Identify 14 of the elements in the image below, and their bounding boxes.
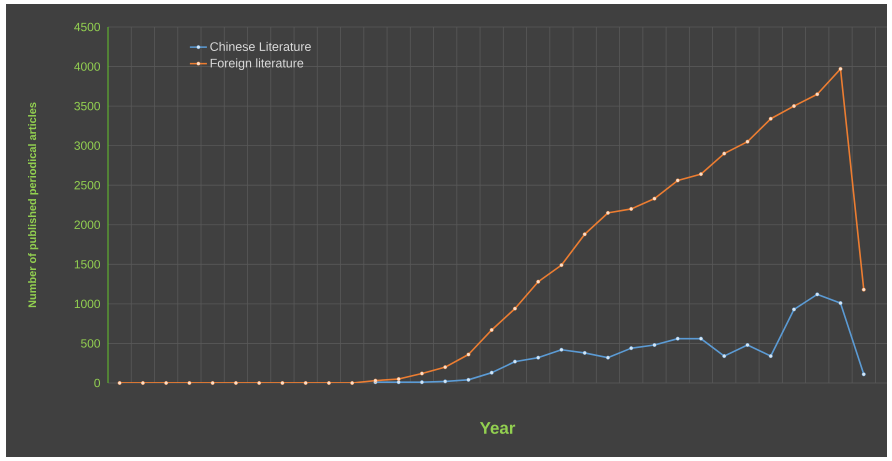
- y-tick-label: 3500: [74, 102, 100, 110]
- y-tick-label: 1000: [74, 300, 100, 308]
- y-tick-label: 2000: [74, 220, 100, 229]
- y-tick-label: 2500: [74, 180, 100, 190]
- y-tick-label: 4000: [74, 62, 100, 71]
- y-tick-label: 1500: [74, 260, 100, 269]
- y-tick-label: 500: [81, 339, 100, 348]
- y-tick-label: 0: [94, 378, 100, 388]
- y-tick-label: 4500: [74, 22, 100, 32]
- legend-label: Chinese Literature: [210, 42, 311, 51]
- x-axis-title: Year: [480, 422, 516, 434]
- y-axis-title: Number of published periodical articles: [28, 102, 38, 308]
- y-tick-label: 3000: [74, 141, 100, 150]
- legend-label: Foreign literature: [210, 58, 304, 70]
